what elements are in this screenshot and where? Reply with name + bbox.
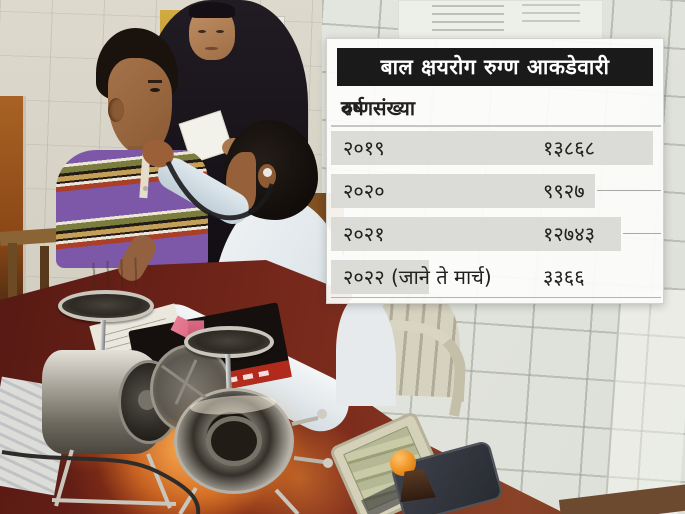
table-header-row: वर्ष रुग्णसंख्या (341, 91, 653, 123)
stethoscope-earpiece (263, 168, 272, 177)
row-rule (623, 233, 661, 234)
mirror-disc (58, 290, 154, 322)
row-background (331, 131, 653, 165)
year-cell: २०२२ (जाने ते मार्च) (343, 265, 492, 289)
table-row: २०२२ (जाने ते मार्च) ३३६६ (331, 260, 661, 294)
woman-eye (216, 30, 224, 33)
row-background (331, 174, 595, 208)
header-divider (331, 125, 661, 127)
row-rule (597, 190, 661, 191)
panel-title-bar: बाल क्षयरोग रुग्ण आकडेवारी (337, 48, 653, 86)
year-cell: २०१९ (343, 136, 385, 160)
year-cell: २०२१ (343, 222, 385, 246)
count-cell: ३३६६ (543, 265, 585, 289)
boy-eyebrow (148, 80, 162, 83)
notice-text-lines (522, 4, 580, 26)
boy-ear (108, 98, 124, 122)
count-cell: १३८६८ (543, 136, 595, 160)
table-row: २०२१ १२७४३ (331, 217, 661, 251)
row-background (331, 217, 621, 251)
year-cell: २०२० (343, 179, 385, 203)
table-bottom-divider (331, 297, 661, 298)
count-cell: १२७४३ (543, 222, 595, 246)
table-row: २०१९ १३८६८ (331, 131, 661, 165)
tb-statistics-panel: बाल क्षयरोग रुग्ण आकडेवारी वर्ष रुग्णसंख… (326, 38, 664, 304)
woman-lips (205, 47, 218, 50)
column-header-year: वर्ष (341, 95, 364, 120)
row-background (331, 260, 429, 294)
notice-text-lines (432, 5, 504, 35)
device-inner-ring (206, 416, 262, 466)
column-header-count: रुग्णसंख्या (341, 95, 416, 120)
table-row: २०२० ९९२७ (331, 174, 661, 208)
woman-eye (198, 30, 206, 33)
boy-eye (150, 88, 160, 92)
panel-title: बाल क्षयरोग रुग्ण आकडेवारी (380, 55, 610, 79)
shirt-button (143, 186, 148, 191)
hijab-edge (189, 2, 235, 18)
doctor-shoulder (336, 296, 396, 406)
count-cell: ९९२७ (543, 179, 585, 203)
